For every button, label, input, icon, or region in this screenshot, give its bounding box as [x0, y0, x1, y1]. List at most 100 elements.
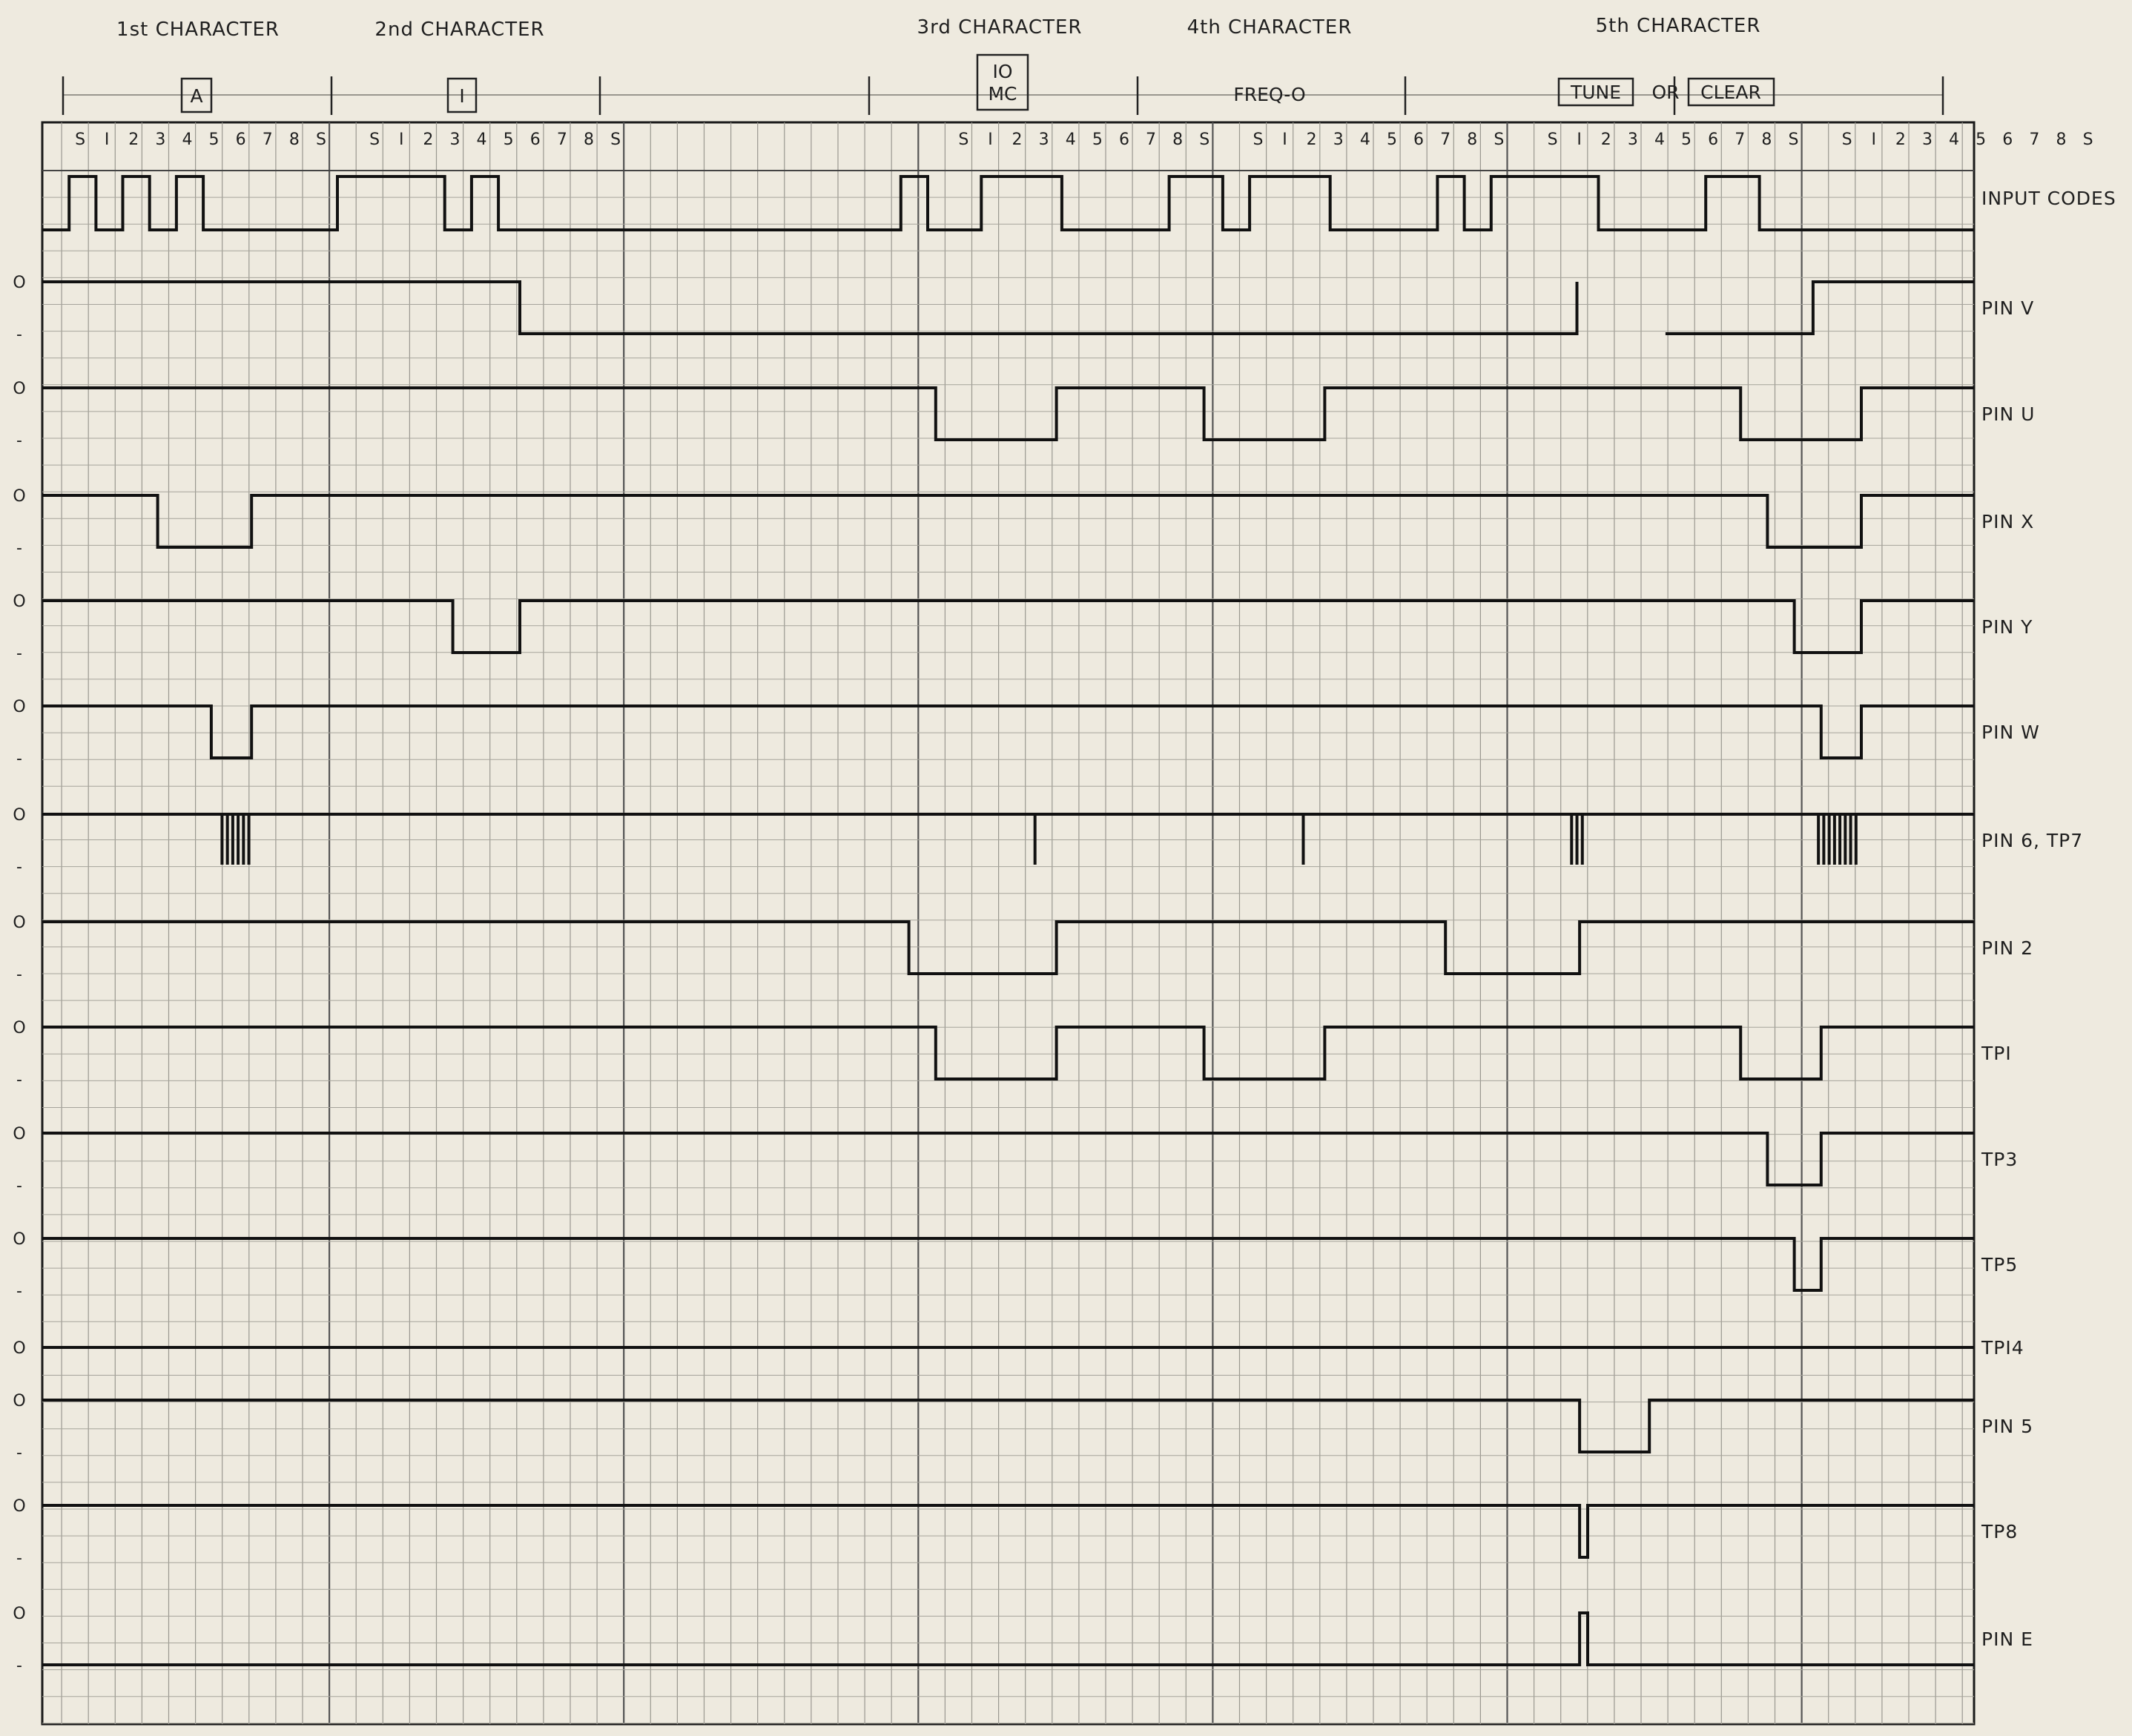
level-low-mark: - [16, 750, 22, 768]
slot-label: 6 [530, 131, 541, 149]
slot-label: 6 [1413, 131, 1424, 149]
signal-label-tp3: TP3 [1981, 1149, 2018, 1170]
slot-label: 7 [1440, 131, 1451, 149]
level-low-mark: - [16, 1282, 22, 1301]
level-low-mark: - [16, 644, 22, 663]
slot-label: S [1199, 131, 1209, 149]
slot-label: S [1842, 131, 1852, 149]
char-tune-text: TUNE [1570, 82, 1621, 103]
signal-label-pin-5: PIN 5 [1981, 1416, 2033, 1437]
signal-label-pin-x: PIN X [1981, 511, 2034, 532]
slot-label: 5 [1387, 131, 1397, 149]
slot-label: 2 [1012, 131, 1023, 149]
char-clear-text: CLEAR [1700, 82, 1761, 103]
char-10mc-line2: MC [988, 83, 1017, 105]
waveform-pin-5 [42, 1399, 1974, 1453]
level-low-mark: - [16, 1444, 22, 1462]
level-high-mark: O [13, 1019, 25, 1037]
signal-label-pin-u: PIN U [1981, 403, 2035, 425]
char-freq-o: FREQ-O [1233, 84, 1305, 105]
header-2nd-character: 2nd CHARACTER [374, 19, 544, 41]
waveform-pin-y [42, 599, 1974, 654]
slot-label: 2 [423, 131, 433, 149]
char-i-text: I [459, 85, 464, 107]
level-low-mark: - [16, 1549, 22, 1568]
slot-label: 3 [155, 131, 165, 149]
waveform-pin-u [42, 386, 1974, 441]
slot-label: S [316, 131, 326, 149]
slot-label: S [1494, 131, 1504, 149]
character-boundary-ruler [62, 76, 1944, 115]
slot-label: 3 [449, 131, 460, 149]
level-high-mark: O [13, 274, 25, 292]
level-low-mark: - [16, 858, 22, 877]
level-low-mark: - [16, 1657, 22, 1675]
signal-label-tp1: TPI [1981, 1043, 2012, 1064]
char-or-text: OR [1651, 82, 1679, 103]
waveform-tp5 [42, 1237, 1974, 1292]
waveform-input-codes [42, 175, 1974, 231]
waveform-tp3 [42, 1132, 1974, 1187]
header-4th-character: 4th CHARACTER [1187, 16, 1353, 39]
header-5th-character: 5th CHARACTER [1596, 15, 1761, 37]
waveform-tp1 [42, 1026, 1974, 1080]
slot-label: S [1548, 131, 1558, 149]
slot-label: 7 [557, 131, 567, 149]
slot-label: 5 [504, 131, 514, 149]
level-low-mark: - [16, 539, 22, 558]
char-10mc-line1: IO [992, 61, 1012, 82]
char-box-a: A [180, 77, 213, 113]
level-high-mark: O [13, 1605, 25, 1623]
waveforms [42, 175, 1974, 1666]
slot-label: 3 [1333, 131, 1344, 149]
slot-label: 2 [1895, 131, 1906, 149]
slot-label: I [399, 131, 404, 149]
slot-label: 7 [263, 131, 273, 149]
signal-label-tp14: TPI4 [1981, 1337, 2024, 1359]
waveform-pin-2 [42, 920, 1974, 975]
slot-label: I [105, 131, 110, 149]
slot-label: 3 [1628, 131, 1638, 149]
level-high-mark: O [13, 1230, 25, 1249]
level-low-mark: - [16, 1071, 22, 1089]
slot-label: I [988, 131, 993, 149]
char-box-i: I [446, 77, 478, 113]
char-box-tune: TUNE [1557, 77, 1634, 107]
header-3rd-character: 3rd CHARACTER [917, 16, 1083, 39]
level-low-mark: - [16, 1177, 22, 1195]
slot-label: 4 [1949, 131, 1959, 149]
slot-label: 4 [477, 131, 487, 149]
level-low-mark: - [16, 966, 22, 984]
level-high-mark: O [13, 487, 25, 506]
waveform-tp8 [42, 1504, 1974, 1559]
signal-label-pin-v: PIN V [1981, 297, 2034, 319]
slot-label: 2 [128, 131, 139, 149]
slot-label: I [1872, 131, 1877, 149]
slot-label: I [1282, 131, 1287, 149]
slot-label: 4 [1360, 131, 1370, 149]
slot-label: 5 [1681, 131, 1692, 149]
slot-label: 3 [1039, 131, 1049, 149]
slot-label: 4 [1654, 131, 1665, 149]
signal-label-pin-6-tp7: PIN 6, TP7 [1981, 830, 2083, 851]
signal-label-pin-y: PIN Y [1981, 616, 2033, 638]
slot-label: 8 [1761, 131, 1772, 149]
slot-label: 2 [1601, 131, 1611, 149]
slot-label: 3 [1922, 131, 1933, 149]
slot-label: 4 [1066, 131, 1076, 149]
level-high-mark: O [13, 914, 25, 932]
signal-label-tp5: TP5 [1981, 1254, 2018, 1275]
level-high-mark: O [13, 1392, 25, 1410]
char-a-text: A [190, 85, 202, 107]
slot-label: 8 [1467, 131, 1477, 149]
slot-label: 8 [1172, 131, 1183, 149]
level-high-mark: O [13, 1339, 25, 1358]
signal-label-pin-e: PIN E [1981, 1628, 2033, 1650]
char-box-10mc: IO MC [976, 53, 1029, 111]
slot-label: 8 [2056, 131, 2066, 149]
level-low-mark: - [16, 432, 22, 450]
level-low-mark: - [16, 326, 22, 344]
